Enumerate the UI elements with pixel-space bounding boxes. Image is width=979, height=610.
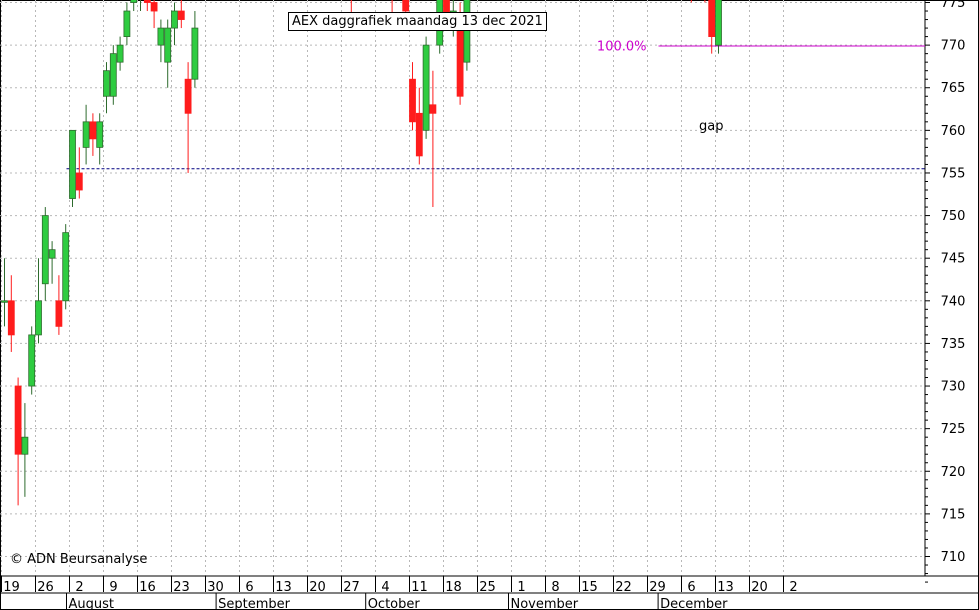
x-tick-label: 29 xyxy=(649,580,666,595)
x-tick-label: 20 xyxy=(751,580,768,595)
x-tick-label: 25 xyxy=(479,580,496,595)
gap-annotation: gap xyxy=(699,119,723,134)
candle-body xyxy=(69,129,76,199)
y-tick-label: 735 xyxy=(941,337,966,352)
candle-body xyxy=(456,19,464,97)
candle-body xyxy=(191,27,199,80)
x-tick-label: 22 xyxy=(615,580,632,595)
x-tick-label: 2 xyxy=(789,580,797,595)
x-tick-label: 18 xyxy=(445,580,462,595)
x-tick-label: 30 xyxy=(207,580,224,595)
candle-body xyxy=(116,44,124,63)
candle-body xyxy=(28,334,36,387)
candle-body xyxy=(164,27,172,63)
candle-body xyxy=(89,121,97,140)
candle-body xyxy=(184,78,192,114)
candle-body xyxy=(143,0,151,3)
y-tick-label: 715 xyxy=(941,507,966,522)
candle-body xyxy=(463,0,471,63)
candle-body xyxy=(715,0,722,46)
candle-body xyxy=(177,10,185,20)
candle-body xyxy=(429,104,437,114)
x-tick-label: 16 xyxy=(139,580,156,595)
x-tick-label: 19 xyxy=(3,580,20,595)
y-tick-label: 775 xyxy=(941,0,966,11)
candle-body xyxy=(41,215,49,285)
candle-body xyxy=(130,0,138,3)
candle-body xyxy=(1,300,8,303)
x-tick-label: 27 xyxy=(343,580,360,595)
fib-level-label: 100.0% xyxy=(597,39,647,54)
x-tick-label: 13 xyxy=(275,580,292,595)
candle-body xyxy=(48,249,56,259)
y-tick-label: 745 xyxy=(941,252,966,267)
x-tick-label: 11 xyxy=(411,580,428,595)
month-label: December xyxy=(660,597,728,610)
x-tick-label: 6 xyxy=(245,580,253,595)
x-tick-label: 20 xyxy=(309,580,326,595)
x-tick-label: 1 xyxy=(517,580,525,595)
x-tick-label: 9 xyxy=(109,580,117,595)
y-tick-label: 760 xyxy=(941,124,966,139)
x-tick-label: 15 xyxy=(581,580,598,595)
candle-body xyxy=(62,232,70,302)
candle-body xyxy=(109,53,117,97)
candle-body xyxy=(35,300,42,336)
x-tick-label: 13 xyxy=(717,580,734,595)
x-tick-label: 23 xyxy=(173,580,190,595)
month-label: September xyxy=(218,597,291,610)
y-tick-label: 770 xyxy=(941,39,966,54)
x-tick-label: 8 xyxy=(551,580,559,595)
candle-body xyxy=(171,10,178,29)
candle-body xyxy=(422,44,430,131)
x-tick-label: 26 xyxy=(37,580,54,595)
candle-body xyxy=(708,0,716,37)
candle-body xyxy=(415,112,423,157)
candle-body xyxy=(96,121,104,148)
candle-body xyxy=(157,27,165,46)
chart-title: AEX daggrafiek maandag 13 dec 2021 xyxy=(288,12,547,31)
y-tick-label: 710 xyxy=(941,550,966,565)
month-label: August xyxy=(69,597,115,610)
candle-body xyxy=(82,121,90,148)
candle-body xyxy=(14,385,22,455)
y-tick-label: 750 xyxy=(941,209,966,224)
month-label: October xyxy=(368,597,421,610)
candle-body xyxy=(409,78,416,123)
candle-body xyxy=(103,70,110,97)
candle-body xyxy=(21,436,29,455)
y-tick-label: 765 xyxy=(941,81,966,96)
candle-body xyxy=(150,2,158,12)
y-tick-label: 725 xyxy=(941,422,966,437)
y-tick-label: 755 xyxy=(941,166,966,181)
month-label: November xyxy=(511,597,579,610)
y-tick-label: 730 xyxy=(941,380,966,395)
y-tick-label: 720 xyxy=(941,465,966,480)
copyright-notice: © ADN Beursanalyse xyxy=(10,552,148,567)
x-tick-label: 6 xyxy=(687,580,695,595)
candle-body xyxy=(75,172,83,191)
candle-body xyxy=(123,10,131,37)
candle-body xyxy=(55,300,63,327)
x-tick-label: 4 xyxy=(381,580,389,595)
candle-body xyxy=(402,0,410,12)
y-tick-label: 740 xyxy=(941,294,966,309)
candle-body xyxy=(7,300,15,336)
x-tick-label: 2 xyxy=(75,580,83,595)
